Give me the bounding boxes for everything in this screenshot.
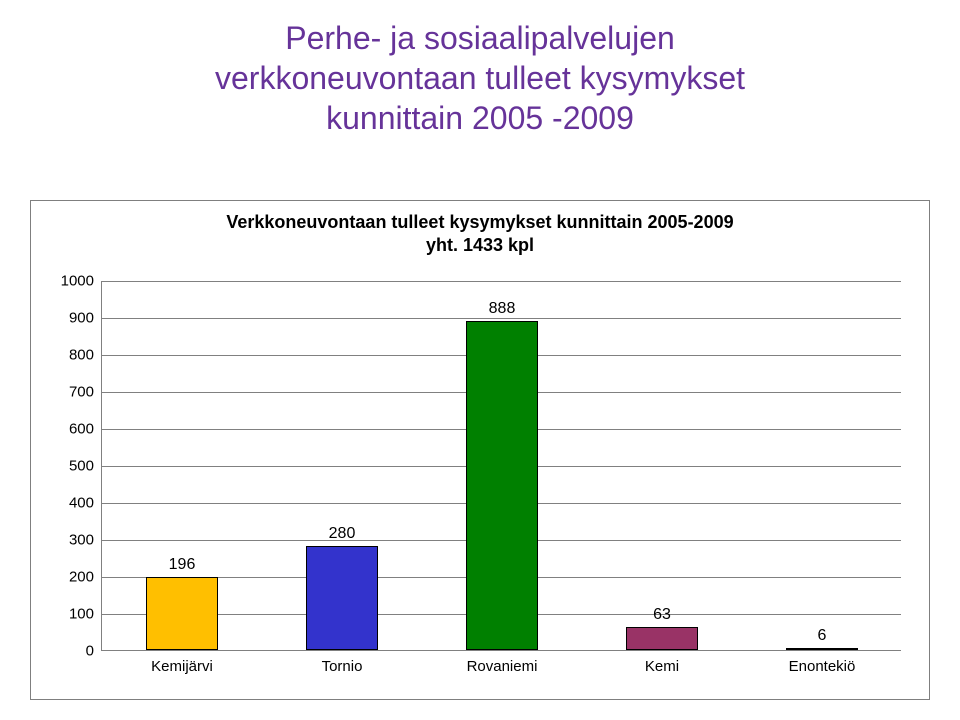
y-tick-label: 0 <box>86 643 94 660</box>
bar: 888 <box>466 321 538 650</box>
y-tick-label: 200 <box>69 569 94 586</box>
bar: 280 <box>306 546 378 650</box>
y-tick-label: 400 <box>69 495 94 512</box>
bar-value-label: 888 <box>467 300 537 318</box>
y-tick-label: 100 <box>69 606 94 623</box>
x-tick-label: Rovaniemi <box>467 658 538 675</box>
slide-title: Perhe- ja sosiaalipalvelujen verkkoneuvo… <box>0 0 960 138</box>
chart-title-line-1: Verkkoneuvontaan tulleet kysymykset kunn… <box>31 211 929 234</box>
grid-line <box>102 281 901 282</box>
chart-title-line-2: yht. 1433 kpl <box>31 234 929 257</box>
x-tick-label: Kemi <box>645 658 679 675</box>
y-tick-label: 900 <box>69 310 94 327</box>
y-tick-label: 700 <box>69 384 94 401</box>
bar: 6 <box>786 648 858 650</box>
bar-value-label: 63 <box>627 606 697 624</box>
title-line-3: kunnittain 2005 -2009 <box>0 98 960 138</box>
y-tick-label: 300 <box>69 532 94 549</box>
y-tick-label: 600 <box>69 421 94 438</box>
title-line-1: Perhe- ja sosiaalipalvelujen <box>0 18 960 58</box>
y-tick-label: 500 <box>69 458 94 475</box>
bar-value-label: 196 <box>147 556 217 574</box>
x-tick-label: Tornio <box>322 658 363 675</box>
y-tick-label: 1000 <box>61 273 94 290</box>
bar-value-label: 280 <box>307 525 377 543</box>
chart-frame: Verkkoneuvontaan tulleet kysymykset kunn… <box>30 200 930 700</box>
title-line-2: verkkoneuvontaan tulleet kysymykset <box>0 58 960 98</box>
x-tick-label: Enontekiö <box>789 658 856 675</box>
y-tick-label: 800 <box>69 347 94 364</box>
bar: 63 <box>626 627 698 650</box>
x-tick-label: Kemijärvi <box>151 658 213 675</box>
bar-value-label: 6 <box>787 627 857 645</box>
plot-area: 01002003004005006007008009001000196Kemij… <box>101 281 901 651</box>
bar: 196 <box>146 577 218 650</box>
slide: Perhe- ja sosiaalipalvelujen verkkoneuvo… <box>0 0 960 720</box>
chart-title: Verkkoneuvontaan tulleet kysymykset kunn… <box>31 201 929 258</box>
